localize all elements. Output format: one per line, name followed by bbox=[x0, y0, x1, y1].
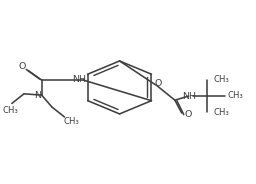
Text: CH₃: CH₃ bbox=[214, 75, 229, 84]
Text: CH₃: CH₃ bbox=[214, 108, 229, 117]
Text: NH: NH bbox=[182, 92, 196, 101]
Text: CH₃: CH₃ bbox=[3, 106, 18, 115]
Text: O: O bbox=[185, 110, 192, 119]
Text: NH: NH bbox=[72, 75, 86, 84]
Text: CH₃: CH₃ bbox=[63, 117, 79, 126]
Text: N: N bbox=[34, 91, 41, 100]
Text: CH₃: CH₃ bbox=[228, 91, 244, 100]
Text: O: O bbox=[18, 62, 26, 71]
Text: O: O bbox=[154, 79, 162, 88]
